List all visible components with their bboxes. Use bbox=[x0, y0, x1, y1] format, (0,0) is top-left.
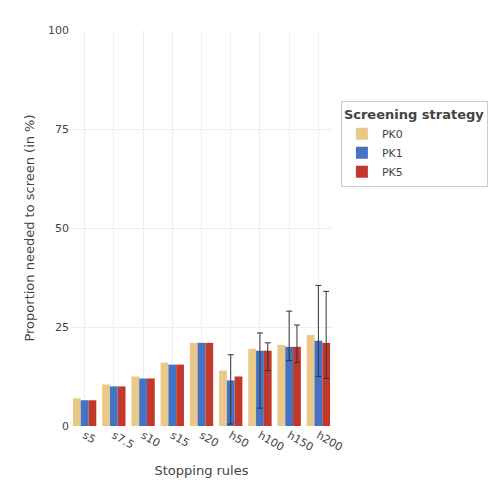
svg-text:50: 50 bbox=[55, 222, 69, 235]
svg-text:Proportion needed to screen (i: Proportion needed to screen (in %) bbox=[22, 114, 37, 341]
svg-text:PK1: PK1 bbox=[382, 147, 403, 160]
svg-text:100: 100 bbox=[48, 24, 69, 37]
svg-text:0: 0 bbox=[62, 420, 69, 433]
svg-text:h50: h50 bbox=[226, 429, 251, 451]
svg-text:s7.5: s7.5 bbox=[110, 429, 137, 452]
svg-text:s5: s5 bbox=[80, 429, 98, 447]
svg-text:Screening strategy: Screening strategy bbox=[344, 107, 484, 122]
svg-text:s15: s15 bbox=[168, 429, 192, 450]
svg-text:25: 25 bbox=[55, 321, 69, 334]
svg-text:s10: s10 bbox=[139, 429, 163, 450]
svg-text:s20: s20 bbox=[197, 429, 221, 450]
svg-text:Stopping rules: Stopping rules bbox=[154, 463, 248, 478]
svg-text:PK0: PK0 bbox=[382, 128, 403, 141]
svg-text:h100: h100 bbox=[256, 429, 287, 454]
svg-text:h150: h150 bbox=[285, 429, 316, 454]
svg-text:h200: h200 bbox=[314, 429, 345, 454]
svg-text:PK5: PK5 bbox=[382, 166, 403, 179]
svg-text:75: 75 bbox=[55, 123, 69, 136]
